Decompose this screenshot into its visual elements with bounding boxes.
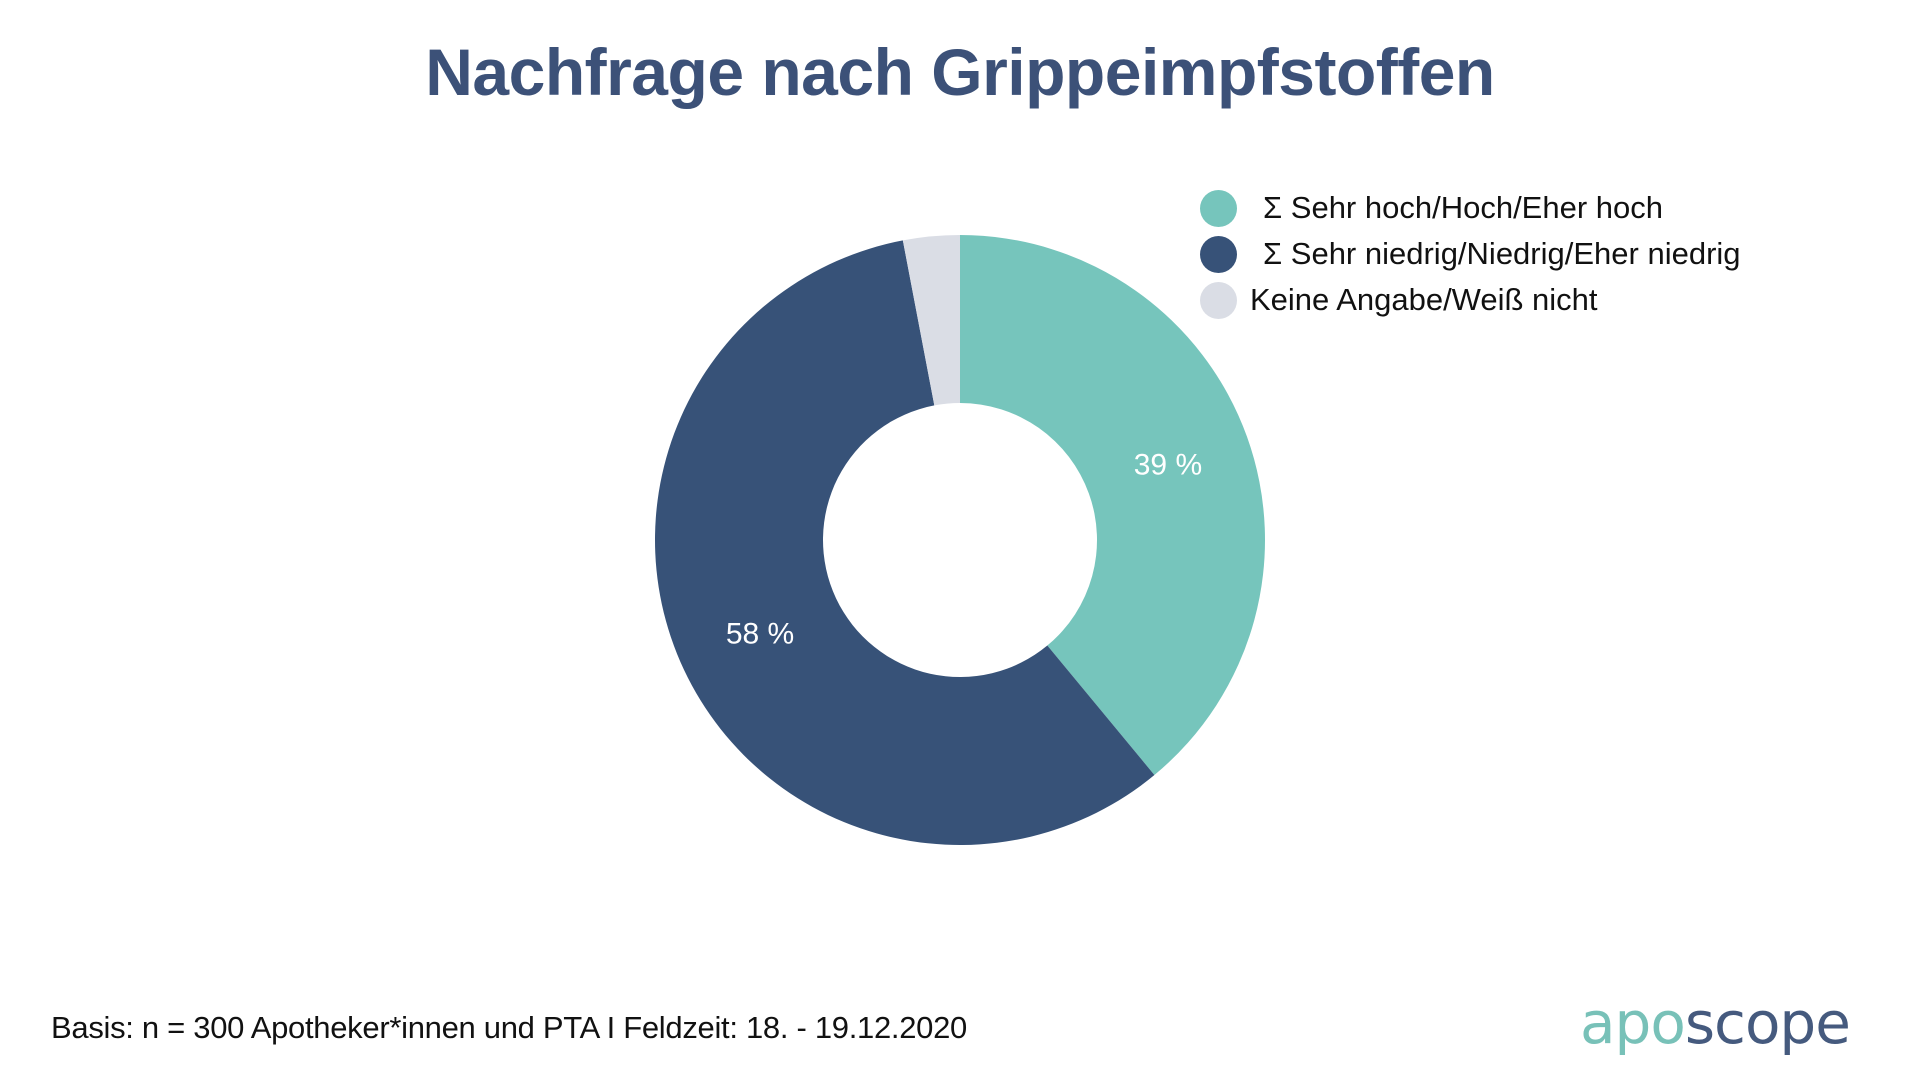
legend-swatch-icon: [1200, 189, 1237, 227]
data-label-1: 39 %: [1134, 449, 1202, 482]
legend-item: Keine Angabe/Weiß nicht: [1200, 277, 1741, 323]
legend-swatch-icon: [1200, 235, 1237, 273]
chart-title: Nachfrage nach Grippeimpfstoffen: [425, 35, 1495, 109]
legend-swatch-icon: [1200, 281, 1237, 319]
brand-logo: aposcope: [1580, 994, 1851, 1052]
legend-label: Keine Angabe/Weiß nicht: [1250, 282, 1598, 317]
logo-part-apo: apo: [1580, 989, 1686, 1057]
donut-labels: 39 % 58 %: [726, 449, 1202, 651]
data-label-2: 58 %: [726, 618, 794, 651]
logo-part-scope: scope: [1684, 989, 1851, 1057]
legend-item: Σ Sehr niedrig/Niedrig/Eher niedrig: [1200, 231, 1741, 277]
legend-label: Σ Sehr hoch/Hoch/Eher hoch: [1263, 190, 1664, 225]
legend-item: Σ Sehr hoch/Hoch/Eher hoch: [1200, 185, 1741, 231]
legend-label: Σ Sehr niedrig/Niedrig/Eher niedrig: [1263, 236, 1741, 271]
footer-note: Basis: n = 300 Apotheker*innen und PTA I…: [51, 1010, 967, 1045]
donut-slice-1: [960, 235, 1265, 776]
legend: Σ Sehr hoch/Hoch/Eher hoch Σ Sehr niedri…: [1200, 185, 1741, 323]
donut-slices: [655, 235, 1265, 845]
donut-slice-2: [655, 240, 1155, 845]
donut-slice-3: [902, 235, 960, 406]
